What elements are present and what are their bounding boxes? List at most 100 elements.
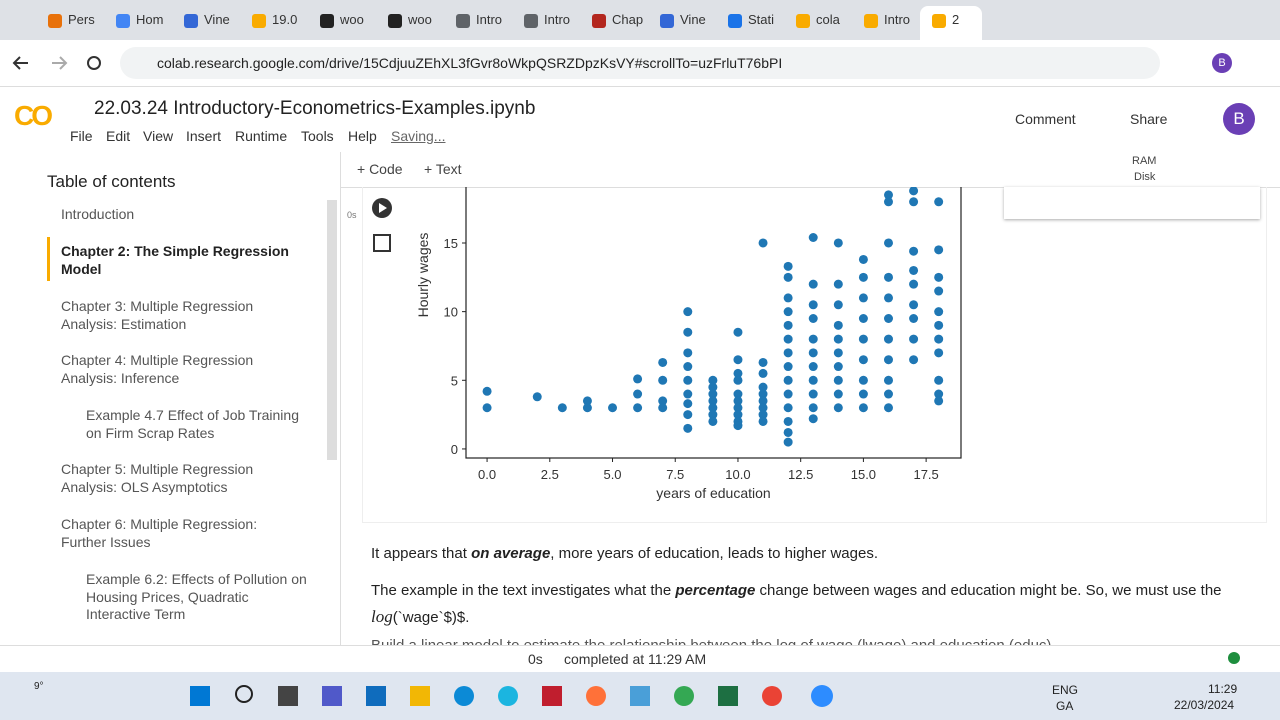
point	[808, 362, 818, 372]
point	[783, 320, 793, 330]
point	[808, 279, 818, 289]
region[interactable]: GA	[1056, 699, 1074, 713]
paragraph: It appears that on average, more years o…	[371, 545, 878, 562]
menu-item[interactable]: View	[143, 128, 174, 144]
app[interactable]	[762, 686, 782, 706]
share-button[interactable]: Share	[1130, 111, 1168, 127]
y-tick-label: 15	[444, 236, 458, 251]
scrollbar[interactable]	[327, 200, 337, 460]
tab[interactable]: Intro	[544, 12, 571, 27]
tab[interactable]: Stati	[748, 12, 775, 27]
app[interactable]	[718, 686, 738, 706]
app[interactable]	[674, 686, 694, 706]
x-tick-label: 15.0	[851, 467, 876, 482]
tab[interactable]: Vine	[680, 12, 706, 27]
url[interactable]: colab.research.google.com/drive/15CdjuuZ…	[157, 55, 783, 71]
point	[858, 375, 868, 385]
tab[interactable]: Intro	[476, 12, 503, 27]
menu-item[interactable]: Tools	[301, 128, 334, 144]
app[interactable]	[498, 686, 518, 706]
point	[883, 272, 893, 282]
y-tick-label: 5	[451, 373, 458, 388]
point	[934, 389, 944, 399]
cell-actions[interactable]	[1004, 187, 1260, 219]
cell-exec-time: 0s	[347, 210, 357, 220]
point	[482, 386, 492, 396]
menu-item[interactable]: Edit	[106, 128, 131, 144]
add-text[interactable]: + Text	[424, 161, 462, 177]
point	[883, 375, 893, 385]
menu-item[interactable]: Runtime	[235, 128, 288, 144]
point	[934, 245, 944, 255]
run-icon	[379, 203, 387, 213]
notebook-title[interactable]: 22.03.24 Introductory-Econometrics-Examp…	[94, 98, 536, 119]
toc-item[interactable]: Example 6.2: Effects of Pollution on Hou…	[86, 571, 307, 622]
point	[683, 389, 693, 399]
avatar[interactable]: B	[1223, 103, 1255, 135]
point	[758, 357, 768, 367]
point	[783, 416, 793, 426]
add-code[interactable]: + Code	[357, 161, 403, 177]
point	[683, 410, 693, 420]
colab-logo[interactable]: CO	[14, 100, 53, 131]
tab[interactable]: cola	[816, 12, 840, 27]
app[interactable]	[366, 686, 386, 706]
point	[883, 293, 893, 303]
app[interactable]	[811, 685, 833, 707]
app[interactable]	[542, 686, 562, 706]
ram-label: RAM	[1132, 155, 1157, 167]
tab[interactable]: woo	[408, 12, 432, 27]
app[interactable]	[410, 686, 430, 706]
point	[633, 374, 643, 384]
app[interactable]	[322, 686, 342, 706]
point	[858, 334, 868, 344]
comment-button[interactable]: Comment	[1015, 111, 1076, 127]
tab[interactable]: Intro	[884, 12, 911, 27]
tab[interactable]: Vine	[204, 12, 230, 27]
menu-item[interactable]: Help	[348, 128, 377, 144]
tab[interactable]: Pers	[68, 12, 95, 27]
output-icon[interactable]	[373, 234, 391, 252]
back[interactable]	[12, 56, 28, 70]
tab[interactable]: Chap	[612, 12, 644, 27]
x-tick-label: 17.5	[913, 467, 938, 482]
menu-item[interactable]: File	[70, 128, 93, 144]
toc-item[interactable]: Chapter 6: Multiple Regression: Further …	[61, 516, 258, 550]
app[interactable]	[278, 686, 298, 706]
toc-item[interactable]: Introduction	[61, 206, 135, 222]
tab[interactable]: 2	[952, 12, 960, 27]
point	[758, 389, 768, 399]
point	[708, 382, 718, 392]
profile[interactable]: B	[1212, 53, 1232, 73]
start[interactable]	[190, 686, 210, 706]
toc-item[interactable]: Chapter 4: Multiple Regression Analysis:…	[61, 352, 254, 386]
weather[interactable]: 9°	[34, 681, 44, 692]
toc-item[interactable]: Chapter 5: Multiple Regression Analysis:…	[61, 461, 254, 495]
toc-item[interactable]: Example 4.7 Effect of Job Training on Fi…	[86, 407, 299, 441]
search[interactable]	[235, 685, 253, 703]
tab-icon	[456, 14, 470, 28]
reload[interactable]	[87, 56, 101, 70]
tab[interactable]: 19.0	[272, 12, 298, 27]
point	[783, 403, 793, 413]
point	[833, 320, 843, 330]
menu-item[interactable]: Saving...	[391, 128, 446, 144]
toc-item[interactable]: Chapter 3: Multiple Regression Analysis:…	[61, 298, 254, 332]
tab[interactable]: Hom	[136, 12, 164, 27]
tab[interactable]: woo	[340, 12, 364, 27]
text: It appears that	[371, 545, 472, 562]
toc-item[interactable]: Chapter 2: The Simple Regression Model	[61, 243, 289, 277]
clock[interactable]: 11:29	[1208, 682, 1238, 696]
active-tab[interactable]	[920, 6, 982, 40]
point	[808, 300, 818, 310]
app[interactable]	[454, 686, 474, 706]
menu-item[interactable]: Insert	[186, 128, 222, 144]
forward[interactable]	[52, 56, 68, 70]
app[interactable]	[630, 686, 650, 706]
lang[interactable]: ENG	[1052, 683, 1079, 697]
omnibox[interactable]	[120, 47, 1160, 79]
text: change between wages and education might…	[755, 582, 1222, 599]
x-tick-label: 12.5	[788, 467, 813, 482]
date[interactable]: 22/03/2024	[1174, 698, 1235, 712]
app[interactable]	[586, 686, 606, 706]
